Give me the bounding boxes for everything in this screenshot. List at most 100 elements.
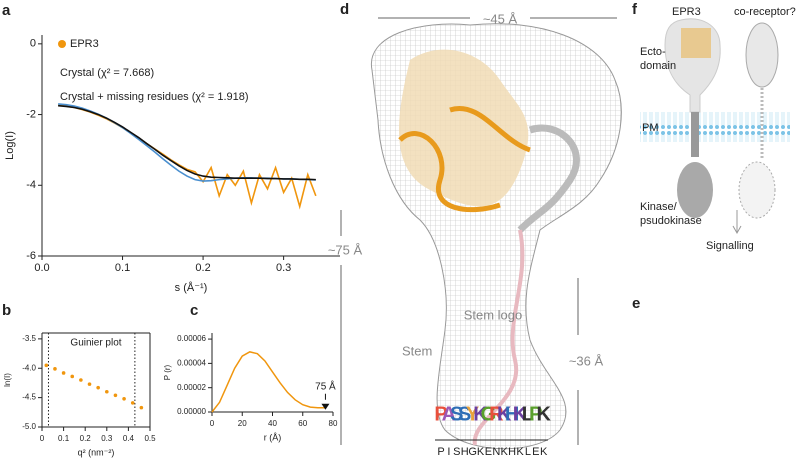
sequence-letter: H <box>461 446 469 458</box>
data-point <box>61 371 66 375</box>
data-point <box>105 389 109 394</box>
logo-letter: P <box>434 403 447 425</box>
panel-label: c <box>190 302 198 319</box>
logo-letter: K <box>513 403 528 425</box>
x-axis-label: q² (nm⁻²) <box>78 447 115 457</box>
legend-label: EPR3 <box>70 38 99 50</box>
logo-letter: A <box>442 403 456 425</box>
data-point <box>113 393 118 398</box>
logo-letter: G <box>481 403 497 425</box>
data-line <box>58 104 316 181</box>
panel-label: d <box>340 1 349 18</box>
sequence-letter: I <box>447 446 450 458</box>
sequence-letter: P <box>437 446 444 458</box>
x-tick-label: 60 <box>298 419 307 428</box>
y-tick-label: -4.5 <box>22 393 36 402</box>
x-tick-label: 20 <box>238 419 247 428</box>
sequence-letter: N <box>492 446 500 458</box>
stem-length-label: ~36 Å <box>569 353 604 368</box>
logo-letter: R <box>489 403 504 425</box>
sequence-letter: H <box>508 446 516 458</box>
sequence-letter: L <box>525 446 531 458</box>
x-tick-label: 0.1 <box>58 434 70 443</box>
y-tick-label: -6 <box>26 250 36 262</box>
kinase-label: psudokinase <box>640 215 702 227</box>
stem-ribbon <box>472 229 525 446</box>
sequence-letter: K <box>501 446 509 458</box>
x-tick-label: 0.4 <box>123 434 135 443</box>
coreceptor-kinase <box>738 161 776 219</box>
legend-label: Crystal (χ² = 7.668) <box>60 67 154 79</box>
x-tick-label: 80 <box>329 419 338 428</box>
sequence-letter: E <box>485 446 492 458</box>
height-label: ~75 Å <box>328 242 363 257</box>
kinase-label: Kinase/ <box>640 201 678 213</box>
sequence-letter: G <box>468 446 477 458</box>
stem-label: Stem <box>402 343 432 358</box>
width-label: ~45 Å <box>483 11 518 26</box>
legend-marker <box>58 40 66 48</box>
panel-label: b <box>2 302 11 319</box>
x-axis-label: s (Å⁻¹) <box>175 281 208 294</box>
panel-f-drawing <box>640 18 790 235</box>
y-axis-label: Log(I) <box>4 131 16 160</box>
epr3-structure <box>681 28 711 58</box>
ribbon-orange <box>398 105 531 213</box>
panel-label: a <box>2 2 11 19</box>
logo-letter: K <box>536 403 551 425</box>
y-tick-label: -4.0 <box>22 363 36 372</box>
sequence-letter: K <box>516 446 524 458</box>
x-tick-label: 0 <box>40 434 45 443</box>
chart-title: Guinier plot <box>70 338 121 349</box>
data-point <box>96 385 100 390</box>
logo-letter: K <box>473 403 488 425</box>
data-line <box>58 104 317 210</box>
tm-helix <box>691 112 699 157</box>
sequence-letter: K <box>477 446 485 458</box>
coreceptor-label: co-receptor? <box>734 6 796 18</box>
membrane <box>640 112 790 142</box>
logo-letter: S <box>450 403 463 425</box>
epr3-label: EPR3 <box>672 6 701 18</box>
x-tick-label: 0.1 <box>115 262 130 274</box>
legend-label: Crystal + missing residues (χ² = 1.918) <box>60 91 249 103</box>
y-tick-label: 0.00000 <box>177 407 206 416</box>
y-axis-label: ln(I) <box>3 373 12 387</box>
x-tick-label: 0.2 <box>195 262 210 274</box>
logo-letter: K <box>497 403 512 425</box>
logo-letter: S <box>458 403 471 425</box>
y-tick-label: -5.0 <box>22 422 36 431</box>
logo-letter: P <box>529 403 542 425</box>
sequence-letter: K <box>540 446 548 458</box>
y-tick-label: -2 <box>26 108 36 120</box>
signalling-label: Signalling <box>706 240 754 252</box>
y-tick-label: -4 <box>26 179 36 191</box>
annotation-label: 75 Å <box>315 379 336 392</box>
y-tick-label: 0.00006 <box>177 334 206 343</box>
arrow <box>732 210 742 235</box>
data-point <box>139 405 144 410</box>
panel-d-drawing <box>340 17 622 450</box>
coreceptor-ecto <box>745 22 779 88</box>
panel-label: e <box>632 295 640 312</box>
ecto-label: domain <box>640 60 676 72</box>
x-tick-label: 0.5 <box>144 434 156 443</box>
data-point <box>79 378 83 382</box>
x-tick-label: 40 <box>268 419 277 428</box>
x-axis-label: r (Å) <box>264 432 282 442</box>
data-point <box>70 374 75 379</box>
ecto-label: Ecto- <box>640 46 666 58</box>
data-point <box>130 401 135 405</box>
panel-label: f <box>632 1 638 18</box>
x-tick-label: 0.2 <box>80 434 92 443</box>
logo-letter: L <box>522 403 534 425</box>
y-tick-label: 0.00004 <box>177 358 206 367</box>
x-tick-label: 0.3 <box>276 262 291 274</box>
data-point <box>122 397 126 401</box>
data-line <box>211 351 326 413</box>
data-point <box>53 367 57 371</box>
ribbon-core <box>398 49 529 207</box>
logo-letter: Y <box>466 403 480 425</box>
x-tick-label: 0.3 <box>101 434 113 443</box>
